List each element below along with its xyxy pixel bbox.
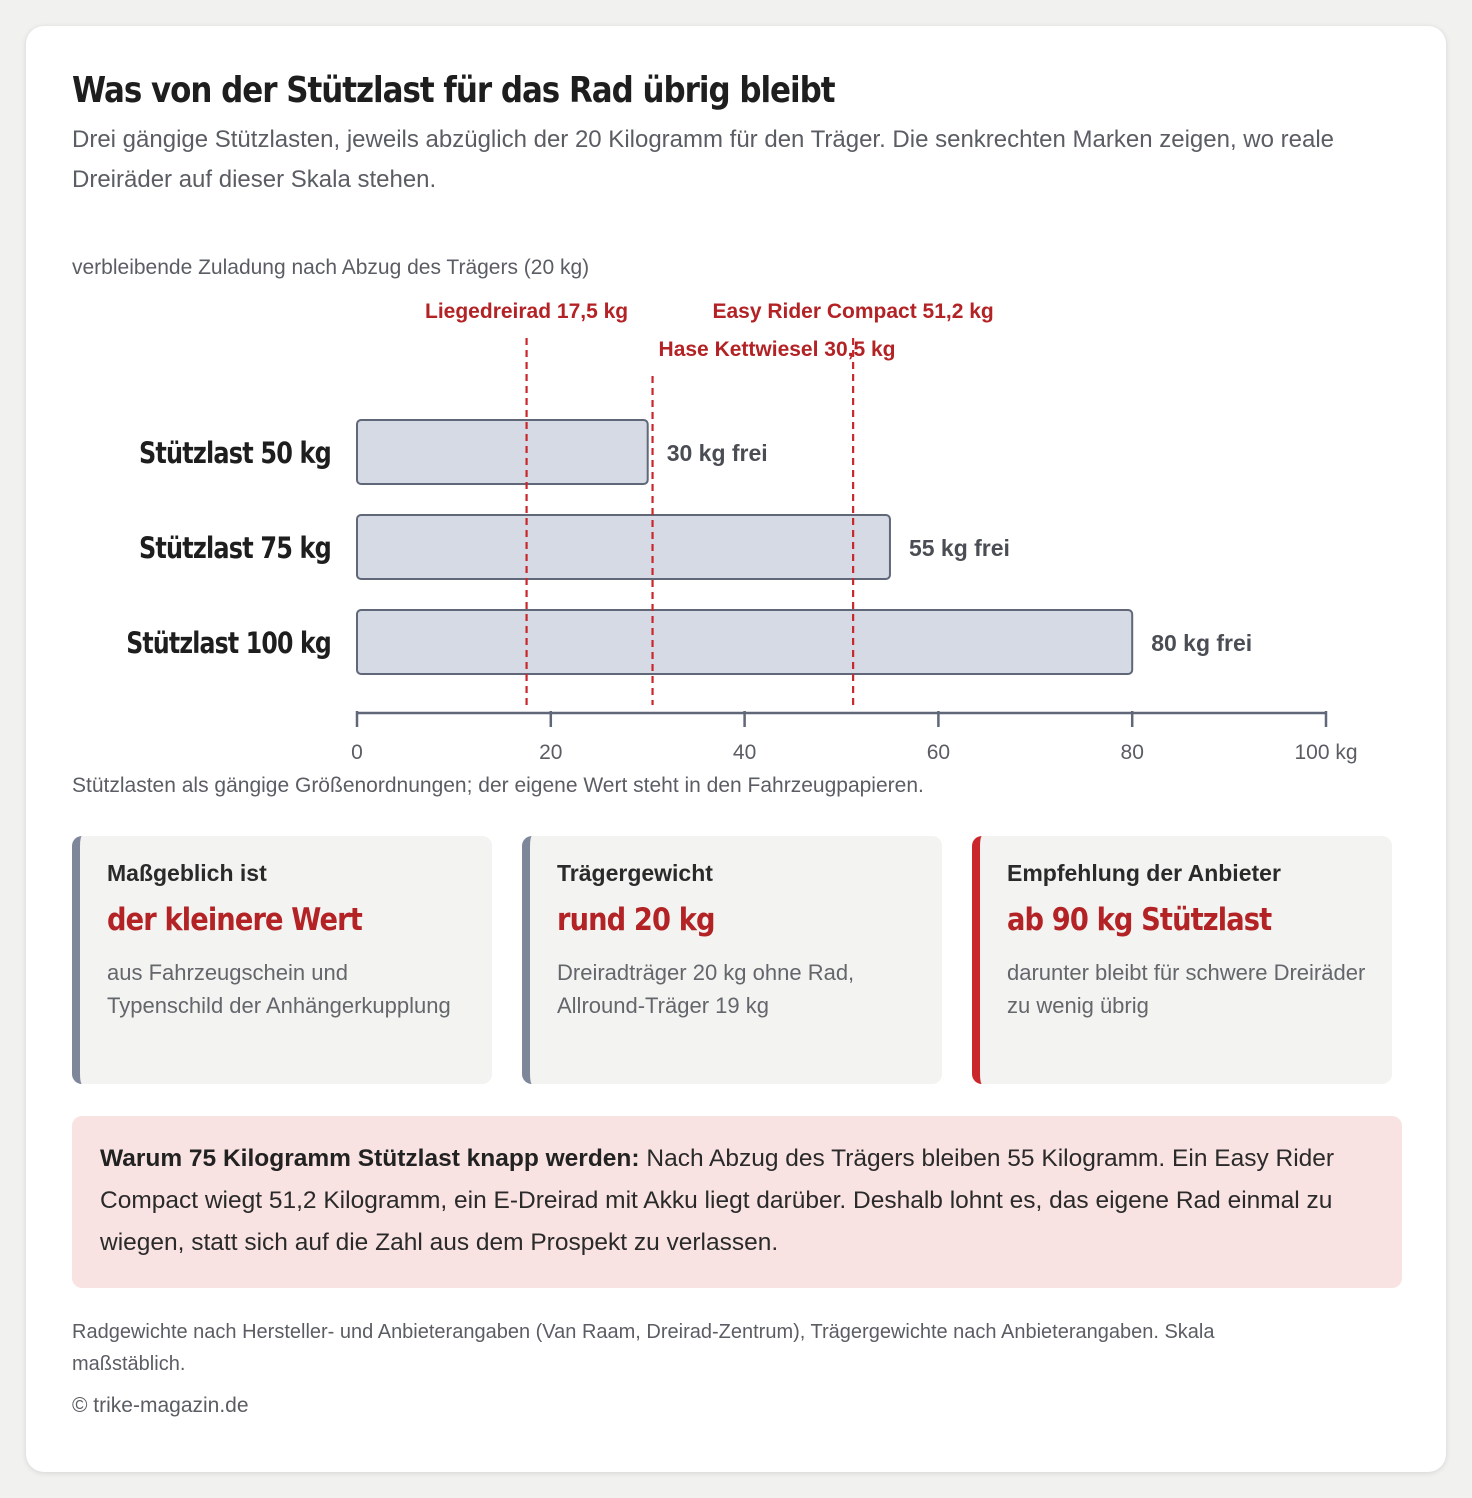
infographic-card: Was von der Stützlast für das Rad übrig … [26, 26, 1446, 1472]
bar [356, 609, 1134, 675]
bar [356, 514, 891, 580]
x-tick-label: 80 [1121, 741, 1144, 764]
info-card-empfehlung: Empfehlung der Anbieter ab 90 kg Stützla… [972, 836, 1392, 1084]
x-tick-label: 0 [351, 741, 363, 764]
source-note: Radgewichte nach Hersteller- und Anbiete… [72, 1321, 1215, 1375]
reference-label: Hase Kettwiesel 30,5 kg [659, 338, 896, 361]
info-card-text: Dreiradträger 20 kg ohne Rad, Allround-T… [557, 960, 855, 1018]
x-tick-label: 100 kg [1294, 741, 1357, 764]
x-tick-label: 60 [927, 741, 950, 764]
category-label: Stützlast 50 kg [139, 436, 331, 470]
chart-note: Stützlasten als gängige Größenordnungen;… [72, 774, 924, 797]
info-card-label: Maßgeblich ist [107, 860, 267, 886]
copyright: © trike-magazin.de [72, 1394, 249, 1417]
x-tick-label: 40 [733, 741, 756, 764]
info-card-value: rund 20 kg [557, 902, 716, 938]
x-tick-label: 20 [539, 741, 562, 764]
bar-value-label: 55 kg frei [909, 535, 1010, 561]
bar-value-label: 80 kg frei [1151, 630, 1252, 656]
info-card-label: Trägergewicht [557, 860, 713, 886]
info-card-text: aus Fahrzeugschein und Typenschild der A… [107, 960, 451, 1018]
bar-chart: Liegedreirad 17,5 kg Hase Kettwiesel 30,5… [126, 300, 1357, 764]
page-title: Was von der Stützlast für das Rad übrig … [72, 70, 836, 111]
reference-label: Liegedreirad 17,5 kg [425, 300, 628, 323]
page-subtitle: Drei gängige Stützlasten, jeweils abzügl… [72, 126, 1334, 193]
category-label: Stützlast 100 kg [126, 626, 331, 660]
info-card-massgeblich: Maßgeblich ist der kleinere Wert aus Fah… [72, 836, 492, 1084]
info-card-value: ab 90 kg Stützlast [1007, 902, 1272, 938]
category-label: Stützlast 75 kg [139, 531, 331, 565]
callout-lead: Warum 75 Kilogramm Stützlast knapp werde… [100, 1145, 640, 1172]
chart-title: verbleibende Zuladung nach Abzug des Trä… [72, 256, 590, 279]
bar-value-label: 30 kg frei [667, 440, 768, 466]
bar [356, 419, 649, 485]
info-card-value: der kleinere Wert [107, 902, 363, 938]
info-card-traegergewicht: Trägergewicht rund 20 kg Dreiradträger 2… [522, 836, 942, 1084]
reference-label: Easy Rider Compact 51,2 kg [712, 300, 993, 323]
info-card-label: Empfehlung der Anbieter [1007, 860, 1281, 886]
callout-text: Nach Abzug des Trägers bleiben 55 Kilogr… [100, 1145, 1335, 1256]
info-card-text: darunter bleibt für schwere Dreiräder zu… [1007, 960, 1366, 1018]
callout-box: Warum 75 Kilogramm Stützlast knapp werde… [72, 1116, 1402, 1288]
